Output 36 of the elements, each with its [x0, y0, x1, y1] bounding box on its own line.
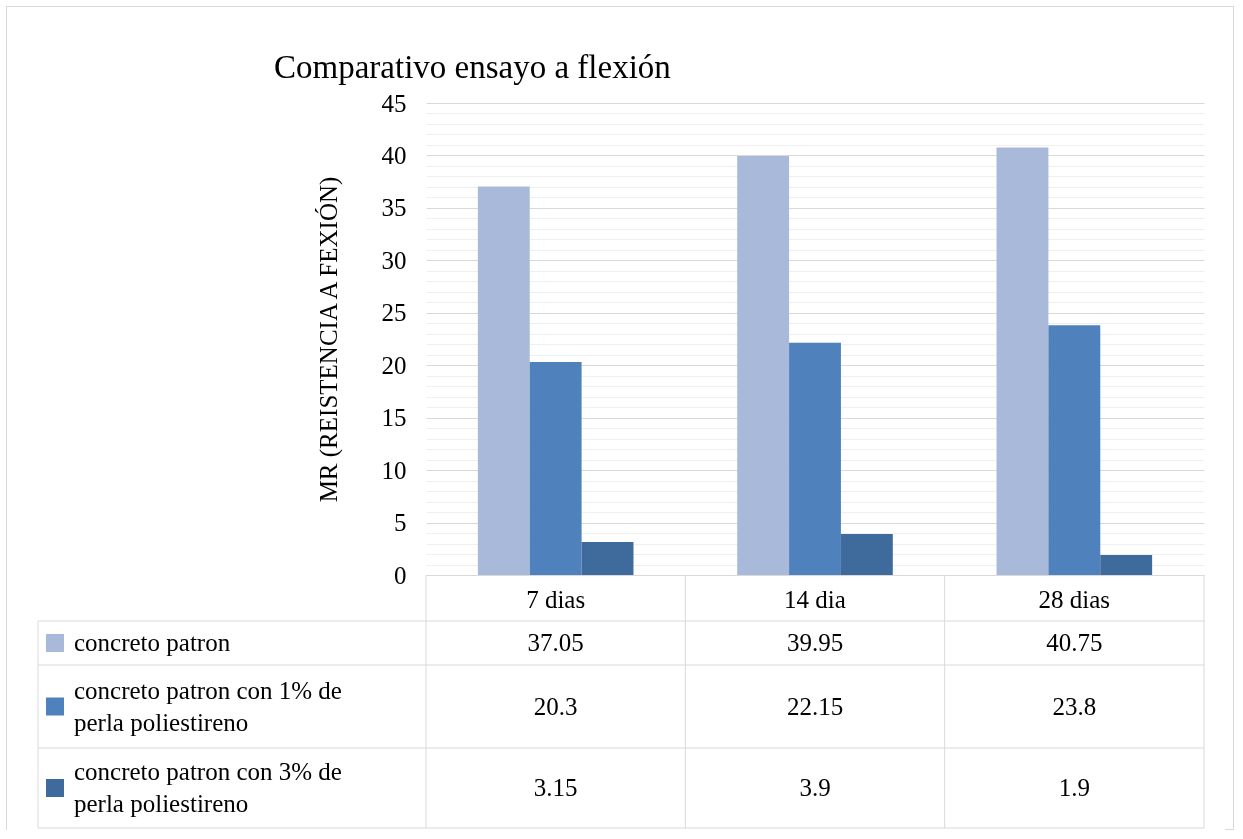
- data-label: 23.8: [1052, 692, 1097, 720]
- data-label: 37.05: [527, 629, 584, 656]
- legend-label: concreto patron con 3% de perla poliestireno: [74, 758, 342, 817]
- x-tick-label: 7 dias: [526, 585, 586, 613]
- y-tick-label: 40: [381, 141, 407, 169]
- bar: [789, 342, 841, 575]
- y-tick-label: 20: [381, 351, 407, 379]
- bar: [477, 186, 530, 575]
- y-tick-label: 35: [381, 194, 407, 222]
- data-label: 3.9: [799, 774, 831, 801]
- data-label: 22.15: [786, 692, 844, 720]
- data-label: 39.95: [786, 629, 844, 656]
- legend-label: concreto patron: [74, 629, 231, 656]
- y-axis-title: MR (REISTENCIA A FEXIÓN): [314, 176, 343, 503]
- y-tick-label: 45: [381, 89, 407, 117]
- data-label: 20.3: [533, 692, 578, 720]
- y-tick-label: 25: [381, 299, 407, 327]
- y-tick-label: 15: [381, 404, 407, 432]
- chart-title: Comparativo ensayo a flexión: [274, 49, 671, 85]
- bar: [996, 147, 1049, 575]
- bar: [737, 155, 790, 575]
- bar: [529, 362, 582, 575]
- data-label: 1.9: [1058, 774, 1090, 801]
- data-label: 3.15: [533, 774, 578, 801]
- bar: [1100, 555, 1153, 575]
- bar: [840, 534, 893, 575]
- x-tick-label: 28 dias: [1038, 585, 1111, 613]
- bar: [1048, 325, 1101, 575]
- data-label: 40.75: [1046, 629, 1103, 656]
- y-tick-label: 0: [394, 561, 407, 589]
- legend-label: concreto patron con 1% de perla poliestireno: [74, 676, 342, 736]
- y-tick-label: 5: [394, 509, 407, 537]
- y-tick-label: 10: [381, 456, 407, 484]
- bar: [581, 541, 634, 575]
- y-tick-label: 30: [381, 246, 407, 274]
- x-tick-label: 14 dia: [784, 585, 846, 613]
